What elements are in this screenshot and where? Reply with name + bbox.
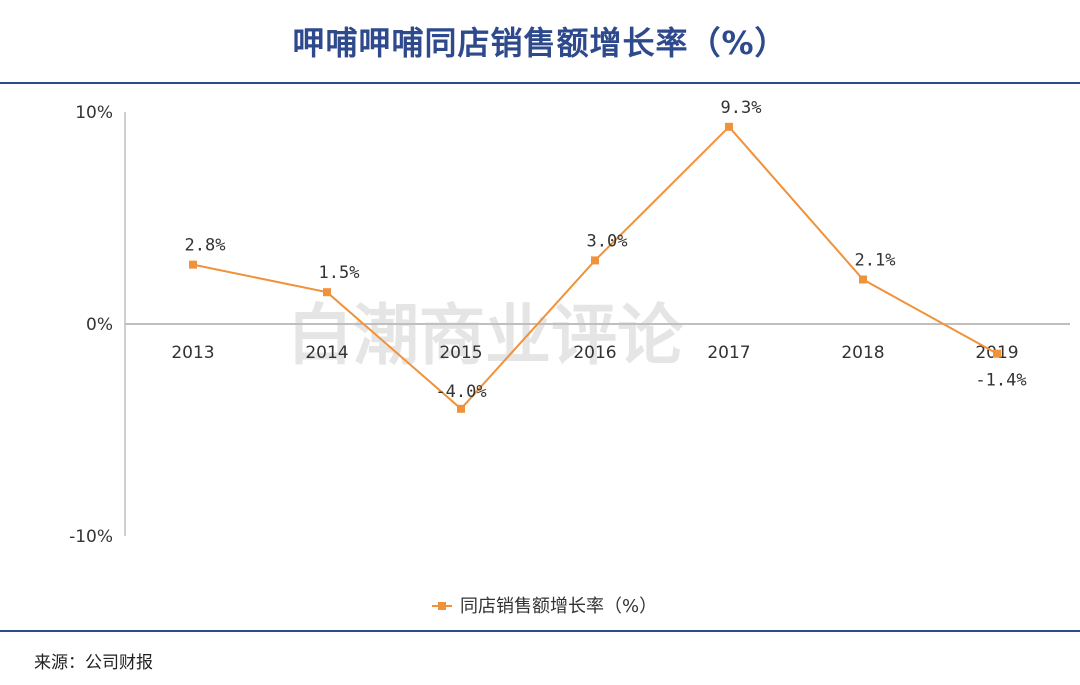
chart-axes: 10%0%-10%2013201420152016201720182019 — [69, 103, 1070, 547]
line-chart: 白潮商业评论 10% 0% -10% 2013 2014 2015 2016 2017 2018… — [69, 98, 1070, 617]
watermark-text: 白潮商业评论 — [287, 297, 684, 374]
data-label: 9.3% — [721, 98, 762, 118]
data-point — [725, 122, 733, 131]
x-tick-label: 2017 — [707, 343, 750, 363]
title-divider — [0, 82, 1080, 84]
legend-label: 同店销售额增长率（%） — [460, 596, 657, 617]
footer-divider — [0, 630, 1080, 632]
data-point — [457, 404, 465, 413]
x-tick-label: 2016 — [573, 343, 616, 363]
y-tick-label: 10% — [75, 103, 113, 123]
y-tick-label: -10% — [69, 527, 113, 547]
data-point — [859, 275, 867, 284]
data-label: -4.0% — [435, 382, 486, 402]
legend-marker-swatch — [438, 602, 446, 610]
data-point — [189, 260, 197, 269]
data-label: 3.0% — [587, 231, 628, 251]
data-label: 2.1% — [855, 250, 896, 270]
data-point — [993, 349, 1001, 358]
chart-title: 呷哺呷哺同店销售额增长率（%） — [292, 24, 788, 62]
data-label: 1.5% — [319, 263, 360, 283]
data-point — [591, 256, 599, 265]
series-layer: 2.8% 1.5% -4.0% 3.0% 9.3% 2.1% -1.4% — [185, 98, 1027, 413]
data-label: -1.4% — [975, 371, 1026, 391]
x-tick-label: 2014 — [305, 343, 348, 363]
chart-legend: 同店销售额增长率（%） — [432, 596, 657, 617]
x-tick-label: 2013 — [171, 343, 214, 363]
x-tick-label: 2015 — [439, 343, 482, 363]
y-tick-label: 0% — [86, 315, 113, 335]
data-label: 2.8% — [185, 236, 226, 256]
x-tick-label: 2018 — [841, 343, 884, 363]
data-point — [323, 288, 331, 297]
source-note: 来源：公司财报 — [34, 653, 153, 673]
